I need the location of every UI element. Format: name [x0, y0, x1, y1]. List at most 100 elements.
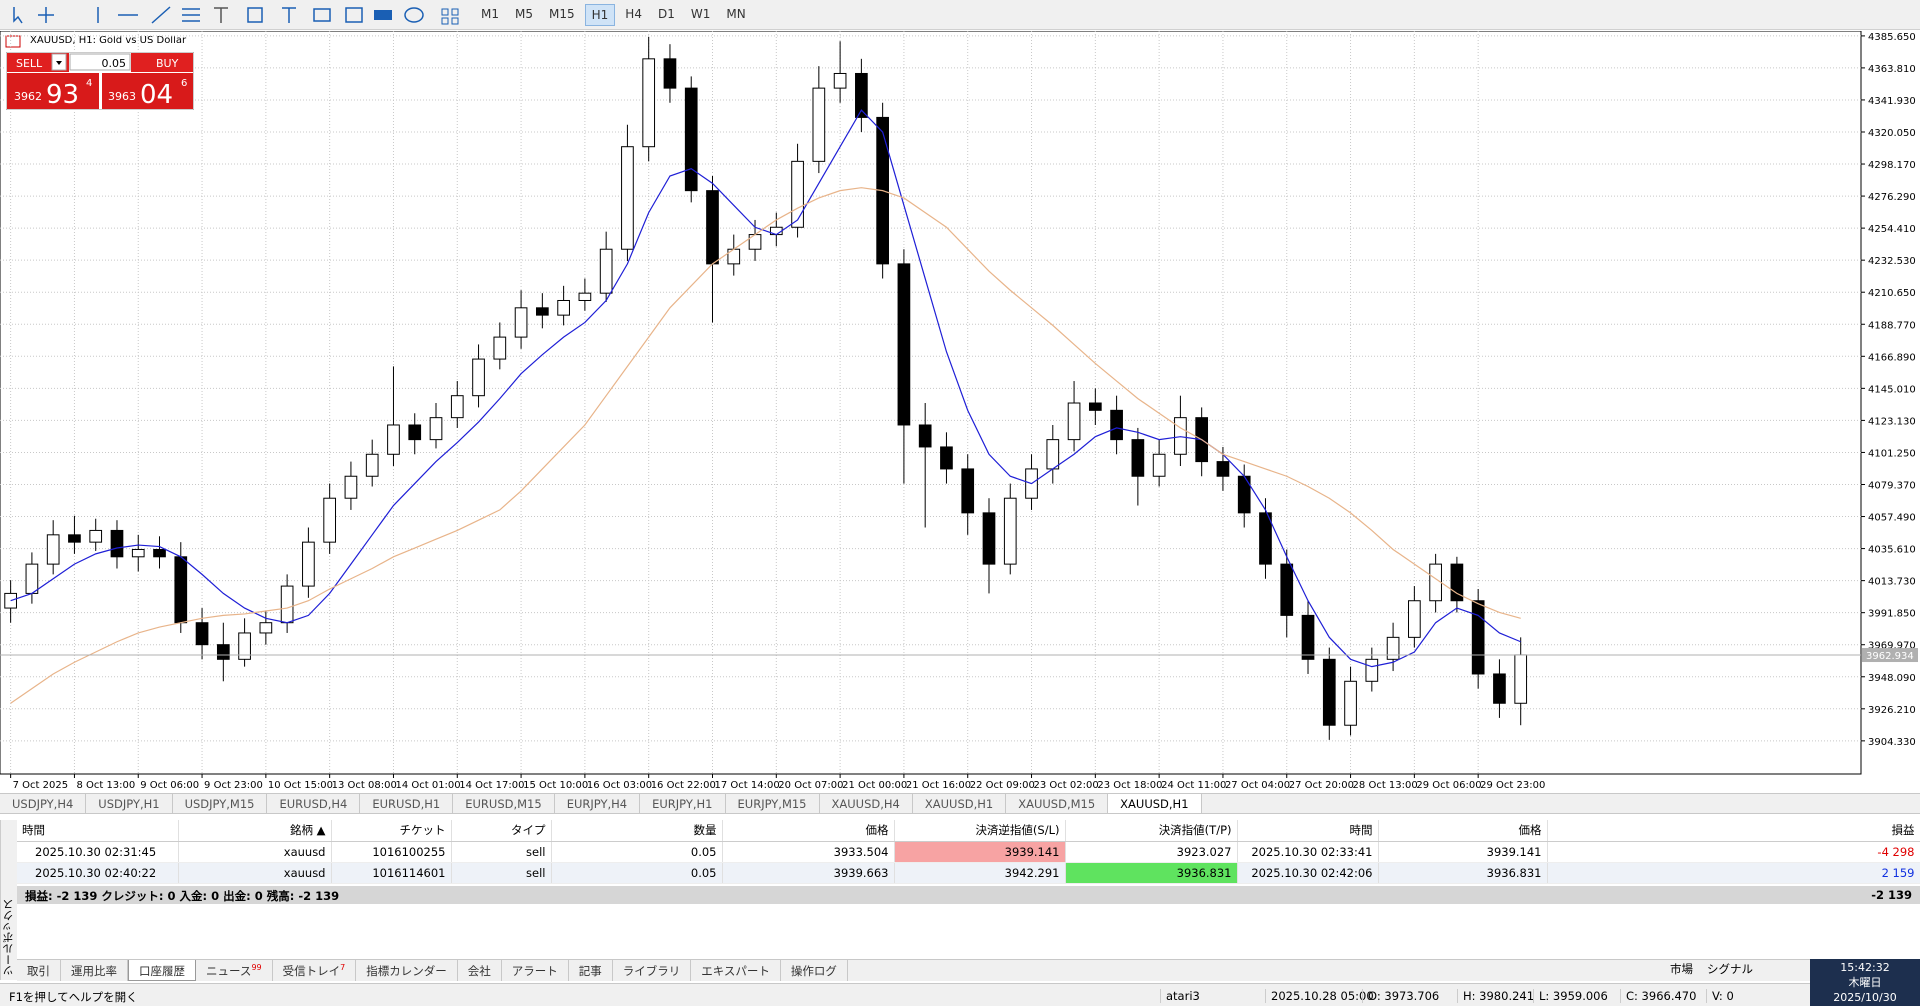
bar-close: C: 3966.470 — [1620, 989, 1696, 1003]
symbol-tab[interactable]: EURJPY,H1 — [640, 794, 725, 813]
y-tick-label: 3948.090 — [1868, 673, 1916, 684]
column-header[interactable]: 銘柄 ▲ — [178, 820, 331, 841]
status-bar: F1を押してヘルプを開く atari3 2025.10.28 05:00 O: … — [0, 983, 1920, 1006]
y-tick-label: 4101.250 — [1868, 448, 1916, 459]
candle-body — [5, 593, 17, 608]
column-header[interactable]: 価格 — [722, 820, 894, 841]
timeframe-button[interactable]: M1 — [475, 4, 505, 26]
tab-label: 指標カレンダー — [366, 964, 447, 978]
timeframe-button[interactable]: D1 — [652, 4, 681, 26]
symbol-tab[interactable]: USDJPY,M15 — [173, 794, 268, 813]
symbol-tab[interactable]: USDJPY,H4 — [0, 794, 86, 813]
column-header[interactable]: 時間 — [17, 820, 178, 841]
timeframe-button[interactable]: W1 — [685, 4, 717, 26]
candle-body — [1217, 462, 1229, 477]
column-header[interactable]: 決済指値(T/P) — [1065, 820, 1237, 841]
x-tick-label: 24 Oct 11:00 — [1161, 780, 1226, 791]
drawing-tools[interactable] — [6, 3, 476, 27]
cell: 2025.10.30 02:31:45 — [17, 841, 178, 862]
cell: 3939.141 — [894, 841, 1065, 862]
candle-body — [1430, 564, 1442, 601]
tab-label: ニュース — [206, 964, 251, 978]
column-header[interactable]: 損益 — [1547, 820, 1920, 841]
history-table: 時間銘柄 ▲チケットタイプ数量価格決済逆指値(S/L)決済指値(T/P)時間価格… — [17, 820, 1920, 884]
tab-label: ライブラリ — [623, 964, 681, 978]
timeframe-button[interactable]: MN — [720, 4, 751, 26]
candle-body — [47, 535, 59, 564]
y-tick-label: 4320.050 — [1868, 128, 1916, 139]
y-tick-label: 3991.850 — [1868, 609, 1916, 620]
candle-body — [1409, 601, 1421, 638]
column-header[interactable]: 時間 — [1237, 820, 1378, 841]
candle-body — [1302, 615, 1314, 659]
toolbox-tab[interactable]: 取引 — [17, 960, 61, 981]
timeframe-button[interactable]: M5 — [509, 4, 539, 26]
candle-body — [1047, 440, 1059, 469]
x-tick-label: 16 Oct 22:00 — [651, 780, 716, 791]
y-tick-label: 4298.170 — [1868, 160, 1916, 171]
candle-body — [622, 147, 634, 250]
column-header[interactable]: チケット — [331, 820, 451, 841]
timeframe-button[interactable]: M15 — [543, 4, 581, 26]
cell: xauusd — [178, 841, 331, 862]
toolbox-tab[interactable]: 運用比率 — [61, 960, 128, 981]
symbol-tab[interactable]: XAUUSD,H4 — [820, 794, 913, 813]
cell: 3936.831 — [1065, 862, 1237, 883]
column-header[interactable]: 数量 — [551, 820, 722, 841]
candle-body — [664, 59, 676, 88]
column-header[interactable]: 価格 — [1378, 820, 1547, 841]
history-row: 2025.10.30 02:40:22xauusd1016114601sell0… — [17, 862, 1920, 883]
toolbox-tab[interactable]: 受信トレイ7 — [273, 960, 357, 981]
cell: 3939.663 — [722, 862, 894, 883]
bid-big: 93 — [46, 80, 79, 110]
help-text: F1を押してヘルプを開く — [4, 989, 138, 1005]
chart-title: XAUUSD, H1: Gold vs US Dollar — [30, 35, 187, 46]
timeframe-button[interactable]: H4 — [619, 4, 648, 26]
column-header[interactable]: 決済逆指値(S/L) — [894, 820, 1065, 841]
symbol-tab[interactable]: XAUUSD,H1 — [1108, 794, 1201, 813]
signal-button[interactable]: シグナル — [1707, 961, 1753, 977]
y-tick-label: 4123.130 — [1868, 416, 1916, 427]
header-row: 時間銘柄 ▲チケットタイプ数量価格決済逆指値(S/L)決済指値(T/P)時間価格… — [17, 820, 1920, 841]
symbol-tab[interactable]: EURUSD,M15 — [453, 794, 554, 813]
symbol-tab[interactable]: EURJPY,H4 — [555, 794, 640, 813]
candle-body — [409, 425, 421, 440]
symbol-tab[interactable]: XAUUSD,M15 — [1006, 794, 1108, 813]
candle-body — [430, 418, 442, 440]
candle-body — [983, 513, 995, 564]
toolbox-tabs: 取引運用比率口座履歴ニュース99受信トレイ7 指標カレンダー会社アラート記事ライブ… — [17, 959, 1810, 981]
toolbox-tab[interactable]: 指標カレンダー — [356, 960, 458, 981]
cell: sell — [451, 841, 551, 862]
x-tick-label: 14 Oct 17:00 — [459, 780, 524, 791]
column-header[interactable]: タイプ — [451, 820, 551, 841]
timeframe-button[interactable]: H1 — [585, 4, 616, 26]
clock: 15:42:32 木曜日 2025/10/30 — [1810, 959, 1920, 1006]
symbol-tab[interactable]: USDJPY,H1 — [86, 794, 172, 813]
y-tick-label: 4166.890 — [1868, 352, 1916, 363]
symbol-tab[interactable]: EURUSD,H4 — [267, 794, 360, 813]
toolbox-tab[interactable]: 会社 — [458, 960, 502, 981]
candle-body — [154, 549, 166, 556]
y-tick-label: 4013.730 — [1868, 577, 1916, 588]
toolbox-tab[interactable]: 口座履歴 — [128, 960, 196, 981]
cell: 3936.831 — [1378, 862, 1547, 883]
cell: 3939.141 — [1378, 841, 1547, 862]
symbol-tab[interactable]: EURJPY,M15 — [726, 794, 820, 813]
symbol-tab[interactable]: XAUUSD,H1 — [913, 794, 1006, 813]
toolbox-tab[interactable]: ニュース99 — [196, 960, 273, 981]
symbol-tab[interactable]: EURUSD,H1 — [360, 794, 453, 813]
toolbox-tab[interactable]: アラート — [502, 960, 569, 981]
toolbox-tab[interactable]: エキスパート — [691, 960, 781, 981]
toolbox-tab[interactable]: 操作ログ — [781, 960, 848, 981]
candle-body — [1494, 674, 1506, 703]
bar-open: O: 3973.706 — [1362, 989, 1439, 1003]
toolbox-tab[interactable]: 記事 — [569, 960, 613, 981]
cell: 0.05 — [551, 862, 722, 883]
cell: 1016100255 — [331, 841, 451, 862]
candle-body — [1111, 410, 1123, 439]
market-button[interactable]: 市場 — [1670, 961, 1693, 977]
toolbox-tab[interactable]: ライブラリ — [613, 960, 692, 981]
cell: 3923.027 — [1065, 841, 1237, 862]
cell: -4 298 — [1547, 841, 1920, 862]
tab-label: アラート — [512, 964, 558, 978]
